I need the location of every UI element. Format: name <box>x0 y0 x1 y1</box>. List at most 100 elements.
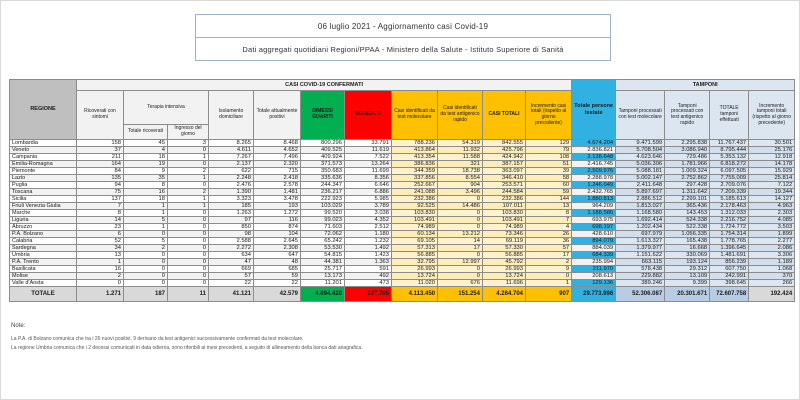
cell: 647 <box>253 251 301 259</box>
cell: 4 <box>123 146 168 154</box>
cell: 232.386 <box>391 195 438 203</box>
cell: 193 <box>253 202 301 210</box>
cell: 894.079 <box>571 237 617 245</box>
cell: 6.097.505 <box>709 167 750 175</box>
cell: 242.991 <box>709 272 750 280</box>
cell: 591 <box>344 265 392 273</box>
cell: 2 <box>167 188 209 196</box>
cell: 0 <box>167 181 209 189</box>
cell: 4.113.450 <box>391 286 438 302</box>
cell: 0 <box>167 237 209 245</box>
cell: 850 <box>208 223 254 231</box>
cell: 2.578 <box>253 181 301 189</box>
cell: 54.815 <box>300 251 345 259</box>
cell: 36 <box>524 237 573 245</box>
cell: 9.399 <box>664 279 711 287</box>
cell: 2.432.765 <box>571 188 617 196</box>
cell: 25.176 <box>748 146 796 154</box>
cell: 165.438 <box>664 237 711 245</box>
cell: 232.386 <box>482 195 526 203</box>
cell: 800.296 <box>300 139 345 147</box>
cell: 59 <box>253 272 301 280</box>
cell: 2.248 <box>208 174 254 182</box>
cell: 12.918 <box>748 153 796 161</box>
region-name: TOTALE <box>9 286 77 302</box>
cell: 669 <box>208 265 254 273</box>
table-row: Sicilia 137 18 1 3.323 3.478 222.923 5.985 232.3… <box>9 195 796 203</box>
cell: 1.188.580 <box>571 209 617 217</box>
cell: 1.423 <box>344 251 392 259</box>
cell: 18 <box>123 153 168 161</box>
cell: 2.588 <box>208 237 254 245</box>
cell: 92.525 <box>391 202 438 210</box>
cell: 0 <box>167 251 209 259</box>
cell: 60.134 <box>391 230 438 238</box>
cell: 492 <box>344 272 392 280</box>
cell: 73.346 <box>482 230 526 238</box>
table-row: Molise 2 0 0 57 59 13.173 492 13.724 0 13.724 0 208.… <box>9 272 796 280</box>
cell: 13 <box>76 251 124 259</box>
cell: 413.864 <box>391 146 438 154</box>
cell: 2 <box>123 244 168 252</box>
cell: 137 <box>76 195 124 203</box>
cell: 729.486 <box>664 153 711 161</box>
cell: 473 <box>344 279 392 287</box>
cell: 60 <box>524 181 573 189</box>
region-name: Sicilia <box>9 195 77 203</box>
cell: 3.478 <box>253 195 301 203</box>
cell: 8.554 <box>437 174 483 182</box>
table-row: Friuli Venezia Giulia 7 1 1 185 193 103.029 3.7… <box>9 202 796 210</box>
region-name: Calabria <box>9 237 77 245</box>
report-title-box: 06 luglio 2021 - Aggiornamento casi Covi… <box>195 14 611 61</box>
cell: 16.668 <box>664 244 711 252</box>
cell: 11.619 <box>344 146 392 154</box>
cell: 8.356 <box>344 174 392 182</box>
cell: 5.185.613 <box>709 195 750 203</box>
cell: 337.856 <box>391 174 438 182</box>
region-name: Veneto <box>9 146 77 154</box>
cell: 856.239 <box>709 258 750 266</box>
cell: 874 <box>253 223 301 231</box>
cell: 2.138.648 <box>571 153 617 161</box>
cell: 5.088.181 <box>615 167 666 175</box>
col-header-ti-ingresso: Ingresso del giorno <box>167 124 209 140</box>
cell: 2.303 <box>748 209 796 217</box>
table-row: Lombardia 158 45 3 8.265 8.468 800.296 33.791 78… <box>9 139 796 147</box>
cell: 12.997 <box>437 258 483 266</box>
cell: 26.993 <box>391 265 438 273</box>
cell: 3.038 <box>344 209 392 217</box>
cell: 2.752.862 <box>664 174 711 182</box>
cell: 37 <box>76 146 124 154</box>
cell: 1.232 <box>344 237 392 245</box>
cell: 23 <box>76 223 124 231</box>
cell: 2.645 <box>253 237 301 245</box>
cell: 0 <box>437 272 483 280</box>
cell: 103.491 <box>482 216 526 224</box>
cell: 116 <box>253 216 301 224</box>
cell: 0 <box>123 272 168 280</box>
cell: 2 <box>524 258 573 266</box>
cell: 904 <box>437 181 483 189</box>
table-row: Campania 211 18 1 7.267 7.496 409.924 7.522 413.… <box>9 153 796 161</box>
cell: 2.272 <box>208 244 254 252</box>
cell: 7.122 <box>748 181 796 189</box>
cell: 57.330 <box>482 244 526 252</box>
region-name: Marche <box>9 209 77 217</box>
cell: 2.277 <box>748 237 796 245</box>
cell: 5.708.504 <box>615 146 666 154</box>
cell: 1.880.813 <box>571 195 617 203</box>
cell: 1.168.580 <box>615 209 666 217</box>
cell: 2.295.838 <box>664 139 711 147</box>
cell: 9.471.599 <box>615 139 666 147</box>
cell: 0 <box>437 223 483 231</box>
region-name: Abruzzo <box>9 223 77 231</box>
table-row: Lazio 135 35 1 2.248 2.418 335.636 8.356 337.856… <box>9 174 796 182</box>
cell: 663.115 <box>615 258 666 266</box>
cell: 788.236 <box>391 139 438 147</box>
cell: 158 <box>76 139 124 147</box>
cell: 330.069 <box>664 251 711 259</box>
cell: 58 <box>524 174 573 182</box>
cell: 5 <box>123 237 168 245</box>
cell: 35 <box>123 174 168 182</box>
cell: 108 <box>524 153 573 161</box>
